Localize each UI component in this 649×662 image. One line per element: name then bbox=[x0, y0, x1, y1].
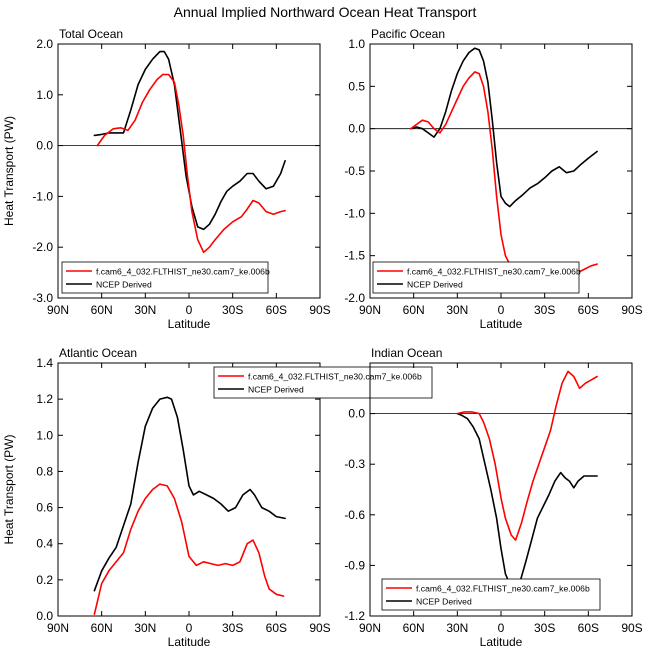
x-axis-label: Latitude bbox=[480, 635, 523, 649]
x-tick-label: 30S bbox=[222, 303, 243, 317]
y-tick-label: -0.5 bbox=[344, 164, 365, 178]
x-tick-label: 90S bbox=[309, 303, 330, 317]
y-tick-label: 0.0 bbox=[36, 139, 53, 153]
x-tick-label: 60S bbox=[266, 621, 287, 635]
plot-frame bbox=[369, 43, 633, 299]
panel-title: Total Ocean bbox=[59, 27, 123, 41]
y-tick-label: -2.0 bbox=[32, 240, 53, 254]
plot-frame bbox=[57, 362, 321, 617]
legend-label: f.cam6_4_032.FLTHIST_ne30.cam7_ke.006b bbox=[416, 584, 590, 594]
panel-title: Indian Ocean bbox=[371, 346, 442, 360]
panel-2: Pacific Ocean 90N 60N 30N 0 30S 60S 90S 1.0 0.5 0.… bbox=[344, 27, 642, 331]
legend-label: NCEP Derived bbox=[96, 280, 152, 290]
series-line-model bbox=[456, 370, 598, 541]
legend: f.cam6_4_032.FLTHIST_ne30.cam7_ke.006b NC… bbox=[61, 261, 270, 294]
y-axis-label: Heat Transport (PW) bbox=[2, 434, 16, 544]
y-tick-label: -1.5 bbox=[344, 249, 365, 263]
x-tick-label: 30N bbox=[134, 303, 156, 317]
x-tick-label: 30S bbox=[222, 621, 243, 635]
x-axis-label: Latitude bbox=[168, 635, 211, 649]
y-tick-label: 0.6 bbox=[36, 501, 53, 515]
x-tick-label: 60S bbox=[578, 621, 599, 635]
y-tick-label: -0.6 bbox=[344, 508, 365, 522]
x-axis-label: Latitude bbox=[480, 317, 523, 331]
x-tick-label: 90S bbox=[621, 303, 642, 317]
x-tick-label: 30S bbox=[534, 303, 555, 317]
x-tick-label: 30S bbox=[534, 621, 555, 635]
y-tick-label: 0.0 bbox=[36, 609, 53, 623]
y-tick-label: 0.4 bbox=[36, 537, 53, 551]
legend-label: f.cam6_4_032.FLTHIST_ne30.cam7_ke.006b bbox=[96, 267, 270, 277]
legend-label: NCEP Derived bbox=[416, 597, 472, 607]
y-tick-label: -0.3 bbox=[344, 457, 365, 471]
x-tick-label: 90N bbox=[47, 621, 69, 635]
legend: f.cam6_4_032.FLTHIST_ne30.cam7_ke.006b NC… bbox=[213, 366, 433, 399]
panel-title: Pacific Ocean bbox=[371, 27, 445, 41]
x-tick-label: 90N bbox=[47, 303, 69, 317]
y-tick-label: 0.2 bbox=[36, 573, 53, 587]
x-tick-label: 90N bbox=[359, 303, 381, 317]
x-tick-label: 0 bbox=[498, 621, 505, 635]
panel-4: Indian Ocean 90N 60N 30N 0 30S 60S 90S 0.0 -0.3 -0… bbox=[344, 346, 642, 649]
plot-frame bbox=[369, 362, 633, 617]
series-line-ncep bbox=[93, 396, 286, 592]
y-tick-label: -0.9 bbox=[344, 558, 365, 572]
y-tick-label: -3.0 bbox=[32, 291, 53, 305]
legend-label: f.cam6_4_032.FLTHIST_ne30.cam7_ke.006b bbox=[407, 267, 581, 277]
panel-title: Atlantic Ocean bbox=[59, 346, 137, 360]
y-tick-label: 0.0 bbox=[348, 407, 365, 421]
y-tick-label: 0.8 bbox=[36, 464, 53, 478]
panel-1: Total Ocean 90N 60N 30N 0 30S 60S 90S 2.0 1.0 0.0 -… bbox=[2, 27, 331, 331]
y-tick-label: 1.2 bbox=[36, 392, 53, 406]
x-tick-label: 90S bbox=[621, 621, 642, 635]
y-tick-label: 0.0 bbox=[348, 122, 365, 136]
legend-box bbox=[381, 578, 601, 611]
series-line-model bbox=[93, 483, 285, 616]
x-tick-label: 90S bbox=[309, 621, 330, 635]
series-line-model bbox=[96, 73, 286, 254]
series-line-ncep bbox=[409, 47, 598, 208]
x-tick-label: 0 bbox=[498, 303, 505, 317]
legend-box bbox=[61, 261, 269, 294]
x-tick-label: 60N bbox=[91, 303, 113, 317]
y-tick-label: 1.0 bbox=[348, 37, 365, 51]
plot-frame bbox=[57, 43, 321, 299]
x-tick-label: 60N bbox=[91, 621, 113, 635]
y-tick-label: 1.4 bbox=[36, 356, 53, 370]
legend-label: NCEP Derived bbox=[407, 280, 463, 290]
y-tick-label: -1.0 bbox=[344, 206, 365, 220]
y-tick-label: 0.5 bbox=[348, 79, 365, 93]
y-tick-label: -2.0 bbox=[344, 291, 365, 305]
x-tick-label: 30N bbox=[446, 303, 468, 317]
legend-box bbox=[213, 366, 433, 399]
panel-3: Atlantic Ocean 90N 60N 30N 0 30S 60S 90S 1.4 1.2 1… bbox=[2, 346, 433, 649]
legend-label: f.cam6_4_032.FLTHIST_ne30.cam7_ke.006b bbox=[248, 372, 422, 382]
legend: f.cam6_4_032.FLTHIST_ne30.cam7_ke.006b NC… bbox=[372, 261, 581, 294]
y-tick-label: -1.2 bbox=[344, 609, 365, 623]
x-tick-label: 0 bbox=[186, 303, 193, 317]
y-tick-label: 1.0 bbox=[36, 428, 53, 442]
x-tick-label: 30N bbox=[446, 621, 468, 635]
x-tick-label: 60N bbox=[403, 621, 425, 635]
x-tick-label: 60N bbox=[403, 303, 425, 317]
x-tick-label: 30N bbox=[134, 621, 156, 635]
series-line-ncep bbox=[456, 412, 598, 592]
y-tick-label: 1.0 bbox=[36, 88, 53, 102]
y-axis-label: Heat Transport (PW) bbox=[2, 116, 16, 226]
legend-box bbox=[372, 261, 580, 294]
x-axis-label: Latitude bbox=[168, 317, 211, 331]
y-tick-label: 2.0 bbox=[36, 37, 53, 51]
x-tick-label: 60S bbox=[266, 303, 287, 317]
x-tick-label: 0 bbox=[186, 621, 193, 635]
figure-title: Annual Implied Northward Ocean Heat Tran… bbox=[174, 4, 477, 20]
x-tick-label: 90N bbox=[359, 621, 381, 635]
legend: f.cam6_4_032.FLTHIST_ne30.cam7_ke.006b NC… bbox=[381, 578, 601, 611]
legend-label: NCEP Derived bbox=[248, 385, 304, 395]
x-tick-label: 60S bbox=[578, 303, 599, 317]
y-tick-label: -1.0 bbox=[32, 189, 53, 203]
